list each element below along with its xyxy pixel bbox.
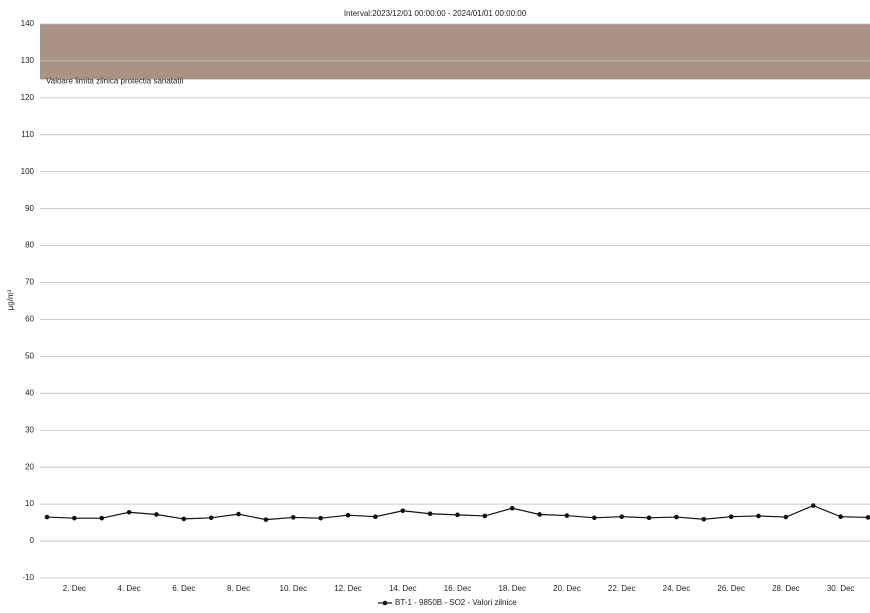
x-tick-label: 24. Dec <box>663 584 691 593</box>
x-tick-label: 6. Dec <box>172 584 195 593</box>
y-tick-label: 80 <box>25 241 34 250</box>
data-point <box>701 516 707 522</box>
data-point <box>509 505 515 511</box>
x-tick-label: 16. Dec <box>444 584 472 593</box>
data-point <box>482 513 488 519</box>
x-tick-label: 14. Dec <box>389 584 417 593</box>
y-tick-label: 110 <box>21 130 34 139</box>
data-point <box>592 515 597 521</box>
data-point <box>537 512 542 517</box>
data-point <box>728 514 734 519</box>
data-point <box>373 514 378 519</box>
data-point <box>783 514 789 520</box>
x-tick-label: 4. Dec <box>118 584 141 593</box>
data-point <box>838 514 843 519</box>
data-point <box>427 511 433 517</box>
legend-marker <box>382 600 388 606</box>
data-point <box>181 516 187 522</box>
data-point <box>810 503 816 508</box>
x-tick-label: 18. Dec <box>498 584 526 593</box>
y-tick-label: 120 <box>21 93 35 102</box>
x-tick-label: 10. Dec <box>280 584 308 593</box>
data-point <box>318 515 323 521</box>
x-tick-label: 8. Dec <box>227 584 250 593</box>
y-tick-label: 60 <box>25 315 34 324</box>
y-tick-label: 20 <box>25 462 34 471</box>
data-point <box>674 514 679 520</box>
y-tick-label: 50 <box>25 352 34 361</box>
data-point <box>291 515 296 520</box>
y-tick-label: 10 <box>25 499 34 508</box>
x-tick-label: 22. Dec <box>608 584 636 593</box>
limit-band <box>40 24 870 80</box>
x-tick-label: 30. Dec <box>827 584 855 593</box>
data-point <box>44 514 50 520</box>
data-point <box>99 515 105 521</box>
data-point <box>126 509 132 515</box>
y-tick-label: 70 <box>25 278 34 287</box>
data-point <box>400 508 406 514</box>
x-tick-label: 28. Dec <box>772 584 800 593</box>
legend-label: BT-1 - 9850B - SO2 - Valori zilnice <box>395 598 517 607</box>
y-tick-label: 140 <box>21 19 35 28</box>
data-point <box>619 514 624 519</box>
data-point <box>564 513 570 518</box>
x-tick-label: 26. Dec <box>717 584 745 593</box>
y-tick-label: 0 <box>30 536 35 545</box>
data-point <box>263 517 269 522</box>
x-tick-label: 2. Dec <box>63 584 86 593</box>
data-point <box>756 513 761 519</box>
band-label: Valoare limita zilnica protectia sanatat… <box>46 77 183 86</box>
data-point <box>455 512 460 518</box>
data-point <box>865 515 870 520</box>
y-tick-label: 30 <box>25 425 34 434</box>
data-point <box>236 511 241 517</box>
chart-title: Interval:2023/12/01 00:00:00 - 2024/01/0… <box>344 9 527 18</box>
data-point <box>345 512 351 518</box>
data-point <box>72 515 77 521</box>
y-axis-label: µg/m³ <box>6 289 15 310</box>
data-point <box>646 515 652 521</box>
y-tick-label: 90 <box>25 204 34 213</box>
x-tick-label: 20. Dec <box>553 584 581 593</box>
y-tick-label: -10 <box>22 573 34 582</box>
data-point <box>154 512 159 517</box>
data-point <box>208 515 214 521</box>
y-tick-label: 130 <box>21 56 35 65</box>
y-tick-label: 100 <box>21 167 35 176</box>
x-tick-label: 12. Dec <box>334 584 362 593</box>
y-tick-label: 40 <box>25 388 34 397</box>
